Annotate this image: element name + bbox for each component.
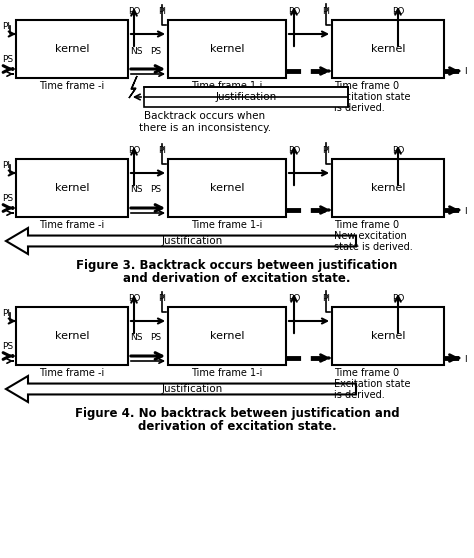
Bar <box>332 20 444 78</box>
Text: kernel: kernel <box>55 44 89 54</box>
Bar <box>332 307 444 365</box>
Text: kernel: kernel <box>55 331 89 341</box>
Text: state is derived.: state is derived. <box>334 242 413 252</box>
Text: PS: PS <box>2 55 13 64</box>
Text: PO: PO <box>288 294 300 303</box>
Text: PO: PO <box>128 7 140 16</box>
Bar <box>168 20 286 78</box>
Text: Figure 4. No backtrack between justification and: Figure 4. No backtrack between justifica… <box>75 407 399 420</box>
Text: New excitation: New excitation <box>334 231 407 241</box>
Text: PS: PS <box>2 342 13 351</box>
Bar <box>16 159 128 217</box>
Text: Time frame -i: Time frame -i <box>39 220 105 230</box>
Text: kernel: kernel <box>371 44 405 54</box>
Polygon shape <box>129 76 137 98</box>
Text: kernel: kernel <box>210 44 244 54</box>
Text: PO: PO <box>392 7 404 16</box>
Text: NS: NS <box>130 185 143 195</box>
Text: PI: PI <box>158 294 166 303</box>
Text: Excitation state: Excitation state <box>334 92 410 102</box>
Text: Time frame 1-i: Time frame 1-i <box>191 81 263 91</box>
Text: NS: NS <box>130 334 143 343</box>
Text: Time frame 0: Time frame 0 <box>334 368 399 378</box>
Text: PI: PI <box>2 309 10 318</box>
Text: PI: PI <box>322 294 330 303</box>
Text: PO: PO <box>128 146 140 155</box>
Text: Time frame -i: Time frame -i <box>39 368 105 378</box>
Text: NS: NS <box>130 46 143 55</box>
Text: Time frame -i: Time frame -i <box>39 81 105 91</box>
Text: PO: PO <box>288 146 300 155</box>
Bar <box>168 307 286 365</box>
Text: Time frame 1-i: Time frame 1-i <box>191 368 263 378</box>
Text: is derived.: is derived. <box>334 103 385 113</box>
Text: Time frame 1-i: Time frame 1-i <box>191 220 263 230</box>
Text: PO: PO <box>392 294 404 303</box>
Bar <box>16 307 128 365</box>
Text: PI: PI <box>322 7 330 16</box>
Text: kernel: kernel <box>210 331 244 341</box>
Bar <box>16 20 128 78</box>
Text: Time frame 0: Time frame 0 <box>334 81 399 91</box>
Text: PI: PI <box>158 7 166 16</box>
Bar <box>144 87 348 107</box>
Text: kernel: kernel <box>55 183 89 193</box>
Text: kernel: kernel <box>210 183 244 193</box>
Text: I: I <box>464 206 466 215</box>
Text: kernel: kernel <box>371 183 405 193</box>
Text: PS: PS <box>150 185 161 195</box>
Text: Time frame 0: Time frame 0 <box>334 220 399 230</box>
Text: Backtrack occurs when: Backtrack occurs when <box>145 111 265 121</box>
Text: Justification: Justification <box>161 236 223 246</box>
Text: PS: PS <box>150 334 161 343</box>
Text: PI: PI <box>2 22 10 31</box>
Bar <box>168 159 286 217</box>
Text: PI: PI <box>2 161 10 170</box>
Text: Justification: Justification <box>161 384 223 394</box>
Text: kernel: kernel <box>371 331 405 341</box>
Text: there is an inconsistency.: there is an inconsistency. <box>139 123 271 133</box>
Text: I: I <box>464 68 466 76</box>
Bar <box>332 159 444 217</box>
Text: Figure 3. Backtrack occurs between justification: Figure 3. Backtrack occurs between justi… <box>76 259 398 272</box>
Text: PO: PO <box>288 7 300 16</box>
Text: and derivation of excitation state.: and derivation of excitation state. <box>123 272 351 285</box>
Text: PO: PO <box>128 294 140 303</box>
Text: PI: PI <box>322 146 330 155</box>
Text: PS: PS <box>150 46 161 55</box>
Text: Justification: Justification <box>215 92 277 102</box>
Text: PI: PI <box>158 146 166 155</box>
Text: I: I <box>464 354 466 363</box>
Text: PO: PO <box>392 146 404 155</box>
Text: derivation of excitation state.: derivation of excitation state. <box>137 420 337 433</box>
Text: PS: PS <box>2 194 13 203</box>
Text: is derived.: is derived. <box>334 390 385 400</box>
Text: Excitation state: Excitation state <box>334 379 410 389</box>
